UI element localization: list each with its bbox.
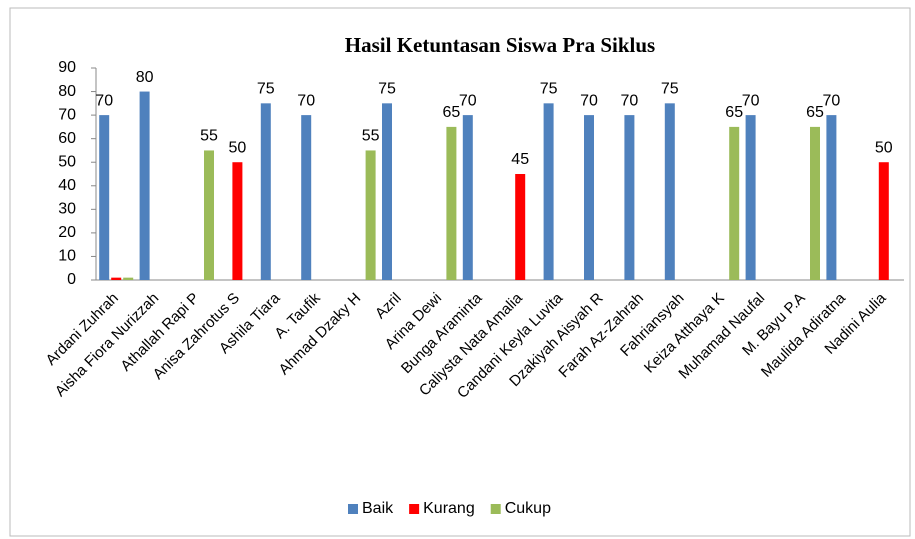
bar bbox=[260, 103, 271, 280]
bar bbox=[111, 277, 122, 280]
y-tick-label: 0 bbox=[67, 271, 76, 288]
y-tick-label: 70 bbox=[58, 106, 76, 123]
bar bbox=[462, 115, 473, 280]
bar bbox=[624, 115, 635, 280]
bar bbox=[515, 174, 526, 280]
data-label: 80 bbox=[136, 69, 154, 86]
bar bbox=[878, 162, 889, 280]
bar bbox=[543, 103, 554, 280]
bar bbox=[446, 126, 457, 280]
y-tick-label: 60 bbox=[58, 130, 76, 147]
bar bbox=[123, 277, 134, 280]
data-label: 45 bbox=[511, 151, 529, 168]
data-label: 65 bbox=[806, 104, 824, 121]
y-tick-label: 50 bbox=[58, 153, 76, 170]
y-tick-label: 90 bbox=[58, 59, 76, 76]
data-label: 65 bbox=[443, 104, 461, 121]
y-tick-label: 20 bbox=[58, 224, 76, 241]
x-tick-label: Azril bbox=[372, 290, 405, 323]
data-label: 75 bbox=[257, 81, 275, 98]
data-label: 70 bbox=[459, 92, 477, 109]
bar bbox=[365, 150, 376, 280]
y-tick-label: 30 bbox=[58, 201, 76, 218]
data-label: 50 bbox=[875, 139, 893, 156]
legend-swatch bbox=[409, 504, 420, 514]
data-label: 70 bbox=[95, 92, 113, 109]
data-label: 70 bbox=[621, 92, 639, 109]
legend-swatch bbox=[490, 504, 501, 514]
y-tick-label: 40 bbox=[58, 177, 76, 194]
data-label: 55 bbox=[362, 128, 380, 145]
data-label: 70 bbox=[580, 92, 598, 109]
data-label: 50 bbox=[229, 139, 247, 156]
bar bbox=[584, 115, 594, 280]
data-label: 75 bbox=[540, 81, 558, 98]
bar bbox=[664, 103, 675, 280]
bar bbox=[810, 126, 820, 280]
bar bbox=[232, 162, 243, 280]
data-label: 65 bbox=[725, 104, 743, 121]
legend-swatch bbox=[348, 504, 358, 514]
legend-label: Baik bbox=[362, 500, 394, 517]
legend-label: Kurang bbox=[423, 500, 475, 517]
bar bbox=[382, 103, 392, 280]
bar bbox=[745, 115, 756, 280]
legend-label: Cukup bbox=[505, 500, 551, 517]
y-tick-label: 10 bbox=[58, 248, 76, 265]
bar bbox=[301, 115, 312, 280]
data-label: 75 bbox=[378, 81, 396, 98]
bar bbox=[139, 91, 150, 280]
bar bbox=[729, 126, 740, 280]
bar bbox=[99, 115, 110, 280]
chart-frame bbox=[9, 7, 911, 537]
bar bbox=[204, 150, 214, 280]
data-label: 70 bbox=[823, 92, 841, 109]
bar bbox=[826, 115, 837, 280]
data-label: 55 bbox=[200, 128, 218, 145]
data-label: 70 bbox=[742, 92, 760, 109]
data-label: 75 bbox=[661, 81, 679, 98]
data-label: 70 bbox=[297, 92, 315, 109]
chart-title: Hasil Ketuntasan Siswa Pra Siklus bbox=[345, 33, 655, 57]
y-tick-label: 80 bbox=[58, 83, 76, 100]
